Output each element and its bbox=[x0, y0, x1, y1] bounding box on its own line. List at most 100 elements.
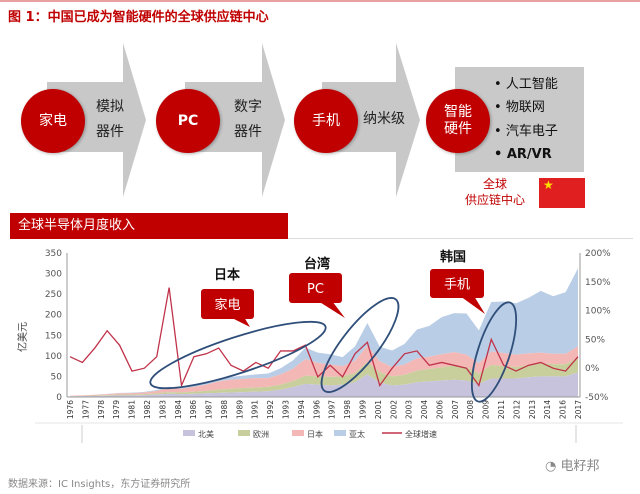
x-tick-label: 2003 bbox=[405, 400, 414, 419]
bullet-text: 物联网 bbox=[505, 100, 545, 115]
region-label: 日本 bbox=[214, 267, 240, 283]
x-tick-label: 1989 bbox=[235, 400, 244, 419]
desc-line: 模拟 bbox=[96, 99, 124, 115]
y-tick-label: 200 bbox=[45, 311, 62, 321]
x-tick-label: 2014 bbox=[543, 400, 552, 419]
bullet-text: AR/VR bbox=[506, 147, 552, 162]
y-tick-label: 50 bbox=[51, 372, 63, 382]
x-tick-label: 2001 bbox=[374, 400, 383, 419]
bullet-text: 人工智能 bbox=[505, 77, 558, 92]
stage-desc-digital: 数字 器件 bbox=[234, 95, 274, 145]
highlight-ellipse bbox=[470, 301, 518, 403]
x-tick-label: 1978 bbox=[97, 400, 106, 419]
x-tick-label: 1976 bbox=[66, 400, 75, 419]
legend-swatch bbox=[334, 430, 346, 436]
y2-tick-label: 100% bbox=[585, 307, 611, 317]
callout-box bbox=[201, 289, 254, 319]
bullet-item: • 物联网 bbox=[494, 100, 545, 115]
stage-desc-nano: 纳米级 bbox=[363, 111, 405, 127]
watermark: ◔ 电籽邦 bbox=[545, 459, 600, 475]
legend-label: 日本 bbox=[307, 429, 323, 439]
region-label: 韩国 bbox=[440, 249, 466, 265]
y-tick-label: 350 bbox=[45, 249, 62, 259]
arrow-3 bbox=[322, 43, 420, 197]
x-tick-label: 1983 bbox=[158, 400, 167, 419]
callout-label: PC bbox=[307, 282, 324, 297]
hub-line: 全球 bbox=[482, 177, 507, 191]
x-tick-label: 2008 bbox=[466, 400, 475, 419]
x-tick-label: 2002 bbox=[389, 400, 398, 419]
circle-line: 硬件 bbox=[444, 121, 472, 137]
x-tick-label: 1992 bbox=[266, 400, 275, 419]
chart-banner: 全球半导体月度收入 bbox=[10, 213, 288, 239]
legend-label: 北美 bbox=[198, 429, 214, 439]
x-tick-label: 1987 bbox=[205, 400, 214, 419]
x-tick-label: 1993 bbox=[282, 400, 291, 419]
revenue-chart: 0 50 100 150 200 250 300 350 -50% 0% 50% 100% 150% 20… bbox=[16, 249, 623, 443]
callout-label: 家电 bbox=[214, 297, 240, 313]
supply-chain-hub-label: 全球 供应链中心 bbox=[459, 176, 531, 208]
wechat-icon: ◔ bbox=[545, 459, 561, 474]
x-tick-label: 1996 bbox=[312, 400, 321, 419]
y-tick-label: 100 bbox=[45, 352, 62, 362]
x-tick-label: 1998 bbox=[343, 400, 352, 419]
bullet-item: • 人工智能 bbox=[494, 77, 558, 92]
x-tick-label: 2006 bbox=[435, 400, 444, 419]
flow-arrows bbox=[47, 43, 420, 197]
legend-swatch bbox=[183, 430, 195, 436]
x-tick-label: 1991 bbox=[251, 400, 260, 419]
y-axis-label: 亿美元 bbox=[16, 322, 29, 352]
x-tick-label: 2013 bbox=[528, 400, 537, 419]
x-tick-label: 2012 bbox=[512, 400, 521, 419]
stage-desc-analog: 模拟 器件 bbox=[96, 95, 136, 145]
callout-tail bbox=[230, 317, 250, 327]
x-tick-label: 1986 bbox=[189, 400, 198, 419]
desc-line: 数字 bbox=[234, 99, 262, 115]
stage-circle-smart-hardware: 智能 硬件 bbox=[426, 89, 490, 153]
highlight-ellipse bbox=[149, 320, 327, 390]
callout-tail bbox=[460, 296, 485, 314]
x-tick-label: 1984 bbox=[174, 400, 183, 419]
stage-circle-phone: 手机 bbox=[294, 89, 358, 153]
x-tick-label: 2011 bbox=[497, 400, 506, 419]
bullet-text: 汽车电子 bbox=[505, 124, 558, 139]
area-americas bbox=[70, 372, 578, 397]
region-label: 台湾 bbox=[304, 256, 330, 272]
desc-line: 器件 bbox=[234, 124, 262, 140]
bullet-item: • 汽车电子 bbox=[494, 124, 558, 139]
y-tick-label: 150 bbox=[45, 331, 62, 341]
legend-label: 亚太 bbox=[349, 429, 365, 439]
source-note: 数据来源：IC Insights，东方证券研究所 bbox=[8, 479, 191, 490]
x-tick-label: 2016 bbox=[559, 400, 568, 419]
legend-label: 欧洲 bbox=[253, 429, 269, 439]
top-rule bbox=[0, 0, 640, 2]
figure-title: 图 1：中国已成为智能硬件的全球供应链中心 bbox=[8, 10, 269, 25]
watermark-text: 电籽邦 bbox=[560, 459, 600, 474]
callout-tail bbox=[318, 301, 345, 318]
stage-circle-pc: PC bbox=[156, 89, 220, 153]
bullet-item: • AR/VR bbox=[494, 147, 552, 162]
x-tick-label: 2009 bbox=[482, 400, 491, 419]
china-flag-icon: ★ bbox=[539, 178, 585, 208]
x-tick-label: 2007 bbox=[451, 400, 460, 419]
highlight-ellipse bbox=[320, 297, 400, 393]
x-tick-label: 2004 bbox=[420, 400, 429, 419]
x-tick-label: 1981 bbox=[128, 400, 137, 419]
legend-label: 全球增速 bbox=[405, 429, 437, 439]
desc-line: 器件 bbox=[96, 124, 124, 140]
y2-tick-label: 0% bbox=[585, 364, 600, 374]
x-tick-label: 1979 bbox=[112, 400, 121, 419]
x-tick-label: 1982 bbox=[143, 400, 152, 419]
legend-swatch bbox=[292, 430, 304, 436]
callout-label: 手机 bbox=[444, 278, 470, 293]
hub-line: 供应链中心 bbox=[464, 193, 525, 207]
area-europe bbox=[70, 357, 578, 397]
y-tick-label: 250 bbox=[45, 290, 62, 300]
divider bbox=[288, 238, 633, 239]
x-tick-label: 1977 bbox=[81, 400, 90, 419]
y-tick-label: 0 bbox=[56, 393, 62, 403]
y2-tick-label: 150% bbox=[585, 278, 611, 288]
callout-box bbox=[289, 273, 342, 303]
y2-tick-label: 50% bbox=[585, 335, 605, 345]
arrow-2 bbox=[185, 43, 285, 197]
